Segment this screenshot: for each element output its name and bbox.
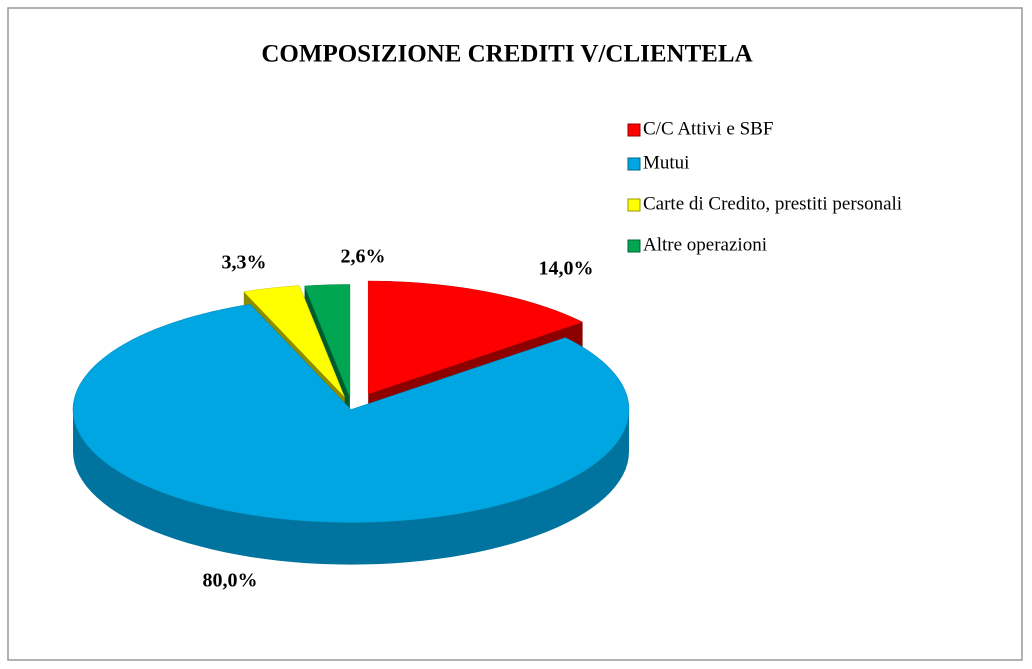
data-label: 3,3% [222,252,267,274]
chart-title: COMPOSIZIONE CREDITI V/CLIENTELA [261,41,752,68]
legend-swatch [627,123,641,137]
slice [304,284,351,398]
legend-label: Mutui [643,152,689,173]
slice-side [73,409,629,565]
legend-label: Altre operazioni [643,234,767,255]
data-label: 2,6% [341,246,386,268]
slice [243,285,345,398]
pie [72,280,630,565]
legend-swatch [627,157,641,171]
legend-swatch [627,198,641,212]
legend-swatch [627,239,641,253]
slice [367,280,584,395]
slice [72,304,630,523]
legend-label: C/C Attivi e SBF [643,118,773,139]
legend-label: Carte di Credito, prestiti personali [643,193,902,214]
data-label: 14,0% [539,258,594,280]
data-label: 80,0% [203,570,258,592]
